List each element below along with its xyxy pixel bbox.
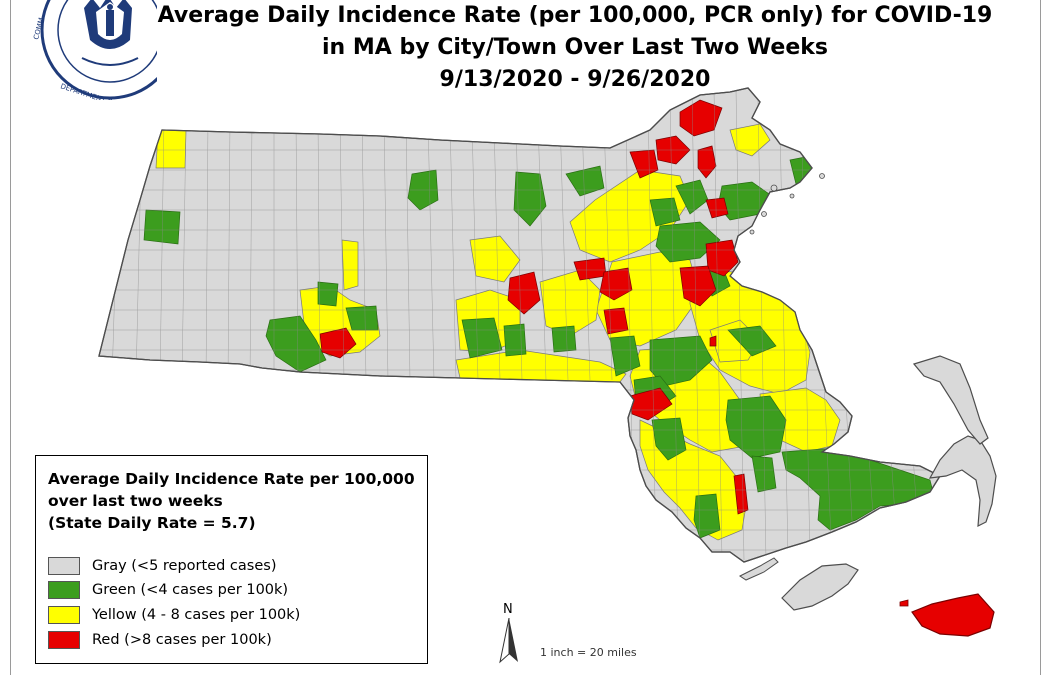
legend-label-gray: Gray (<5 reported cases): [92, 558, 277, 574]
scale-bar-text: 1 inch = 20 miles: [540, 646, 637, 659]
map-title: Average Daily Incidence Rate (per 100,00…: [140, 0, 1010, 96]
legend-title-line-3: (State Daily Rate = 5.7): [48, 514, 256, 532]
title-line-1: Average Daily Incidence Rate (per 100,00…: [157, 3, 993, 28]
nantucket: [911, 593, 995, 637]
legend-label-red: Red (>8 cases per 100k): [92, 632, 272, 648]
map-legend: Average Daily Incidence Rate per 100,000…: [35, 455, 428, 664]
town-regions: [100, 89, 940, 561]
title-line-2: in MA by City/Town Over Last Two Weeks: [322, 35, 828, 60]
legend-swatch-red: [48, 631, 80, 649]
north-arrow-icon: [499, 618, 518, 664]
title-line-3: 9/13/2020 - 9/26/2020: [439, 67, 711, 92]
legend-title-line-1: Average Daily Incidence Rate per 100,000: [48, 470, 415, 488]
red-towns: [319, 99, 749, 515]
page-frame-right: [1040, 0, 1041, 675]
north-letter: N: [503, 602, 513, 617]
green-towns: [143, 155, 935, 539]
coastal-islands: [749, 173, 825, 235]
legend-title-line-2: over last two weeks: [48, 492, 223, 510]
cape-cod-tip: [912, 355, 989, 445]
legend-label-yellow: Yellow (4 - 8 cases per 100k): [92, 607, 301, 623]
page-frame-left: [10, 0, 11, 675]
elizabeth-islands: [739, 557, 779, 581]
legend-swatch-green: [48, 581, 80, 599]
marthas-vineyard: [781, 563, 859, 611]
legend-title: Average Daily Incidence Rate per 100,000…: [48, 468, 418, 534]
legend-label-green: Green (<4 cases per 100k): [92, 582, 289, 598]
nantucket-islet: [899, 599, 909, 607]
massachusetts-state-seal-icon: COMM ETTS DEPARTMENT OF PUBLIC HEALTH: [32, 0, 157, 100]
legend-swatch-yellow: [48, 606, 80, 624]
cape-cod-outer: [928, 435, 997, 528]
legend-swatch-gray: [48, 557, 80, 575]
